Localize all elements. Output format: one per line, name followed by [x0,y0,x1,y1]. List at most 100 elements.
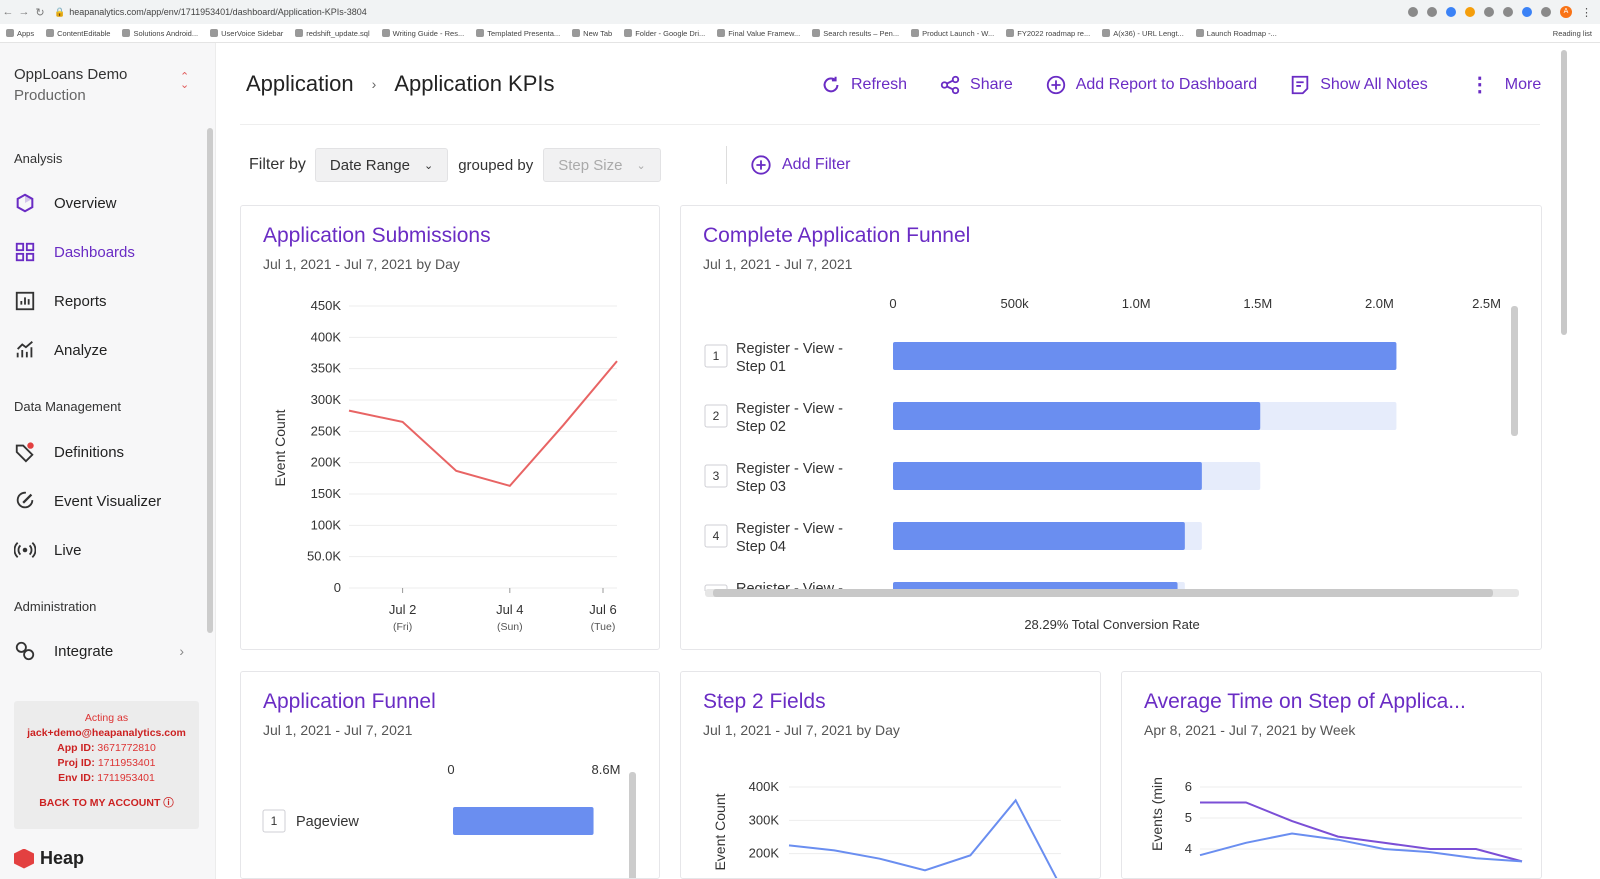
y-axis-label: Event Count [272,409,288,486]
card-step2-fields: Step 2 Fields Jul 1, 2021 - Jul 7, 2021 … [680,671,1101,879]
reload-icon[interactable]: ↻ [35,6,45,19]
bookmark-item[interactable]: Final Value Framew... [717,29,800,38]
card-title[interactable]: Application Submissions [263,224,491,247]
heap-logo-text: Heap [40,848,85,868]
show-notes-button[interactable]: Show All Notes [1289,72,1428,97]
kebab-menu-icon[interactable]: ⋮ [1581,6,1592,19]
add-report-button[interactable]: Add Report to Dashboard [1045,72,1257,97]
address-bar[interactable]: 🔒 heapanalytics.com/app/env/1711953401/d… [54,7,367,18]
puzzle-icon[interactable] [1541,7,1551,17]
card-title[interactable]: Average Time on Step of Applica... [1144,690,1466,713]
info-icon: ⓘ [163,797,174,809]
bookmark-item[interactable]: Writing Guide - Res... [381,29,464,38]
profile-avatar[interactable]: A [1560,6,1572,18]
card-title[interactable]: Step 2 Fields [703,690,826,713]
bookmark-label: FY2022 roadmap re... [1017,28,1091,38]
y-tick-label: 400K [749,779,780,794]
bookmark-icon [572,29,581,37]
app-funnel-scrollbar[interactable] [629,772,636,878]
funnel-hscroll[interactable] [705,589,1519,597]
step-label: Register - View - [736,461,843,477]
heap-logo-icon [14,848,34,869]
extension-icon[interactable] [1484,7,1494,17]
back-icon[interactable]: ← [2,6,14,18]
step-number-box [704,464,728,488]
heap-logo[interactable]: Heap [14,848,84,869]
sidebar-item-event-visualizer[interactable]: Event Visualizer [14,490,161,512]
card-title[interactable]: Application Funnel [263,690,436,713]
bookmark-item[interactable]: A(x36) - URL Lengt... [1102,29,1184,38]
sidebar-scrollbar[interactable] [207,128,213,633]
x-tick-label: 2.5M [1472,296,1501,311]
org-environment: Production [14,87,86,104]
refresh-button[interactable]: Refresh [820,72,907,97]
date-range-dropdown[interactable]: Date Range ⌄ [314,148,449,182]
zoom-icon[interactable] [1408,7,1418,17]
org-switcher[interactable]: OppLoans Demo Production [14,66,127,104]
plus-circle-icon [751,155,771,175]
bookmark-icon [476,29,485,37]
card-title[interactable]: Complete Application Funnel [703,224,971,247]
bookmark-label: Templated Presenta... [487,28,561,38]
acting-as-panel: Acting as jack+demo@heapanalytics.com Ap… [14,701,199,829]
step-size-dropdown[interactable]: Step Size ⌄ [543,148,661,182]
bookmark-label: Launch Roadmap -... [1206,28,1277,38]
step-label: Step 01 [736,359,786,375]
step2-line-chart: 200K 300K 400K Event Count [712,779,1061,878]
sidebar-item-overview[interactable]: Overview [14,192,117,214]
org-name: OppLoans Demo [14,66,128,83]
funnel-bar [893,522,1185,550]
kebab-icon: ⋮ [1469,74,1490,96]
bookmark-item[interactable]: Apps [6,29,34,38]
step-label: Register - View - [736,521,843,537]
bookmark-label: Folder - Google Dri... [635,28,706,38]
chevron-updown-icon[interactable]: ⌃ ⌄ [180,71,190,91]
bookmark-item[interactable]: FY2022 roadmap re... [1006,29,1090,38]
extension-icon[interactable] [1465,7,1475,17]
bookmark-label: redshift_update.sql [306,28,370,38]
sidebar-item-integrate[interactable]: Integrate › [14,640,184,662]
sidebar-item-reports[interactable]: Reports [14,290,107,312]
y-tick-label: 300K [749,812,780,827]
funnel-bar [893,402,1261,430]
avg-time-line-chart: 4 5 6 Events (min [1149,777,1523,863]
extension-icon[interactable] [1522,7,1532,17]
bookmark-item[interactable]: Search results – Pen... [812,29,899,38]
back-to-account-link[interactable]: BACK TO MY ACCOUNT ⓘ [14,796,199,811]
bookmark-item[interactable]: Templated Presenta... [476,29,560,38]
bookmark-item[interactable]: ContentEditable [46,29,110,38]
card-average-time: Average Time on Step of Applica... Apr 8… [1121,671,1542,879]
bookmark-item[interactable]: Folder - Google Dri... [624,29,705,38]
header-divider [240,124,1540,125]
step-size-label: Step Size [558,156,623,174]
bookmark-item[interactable]: Solutions Android... [122,29,198,38]
share-button[interactable]: Share [939,72,1013,97]
add-filter-button[interactable]: Add Filter [750,154,850,176]
bookmark-icon [1102,29,1111,37]
more-button[interactable]: ⋮ More [1470,72,1541,97]
sidebar-item-analyze[interactable]: Analyze [14,339,107,361]
extension-icon[interactable] [1446,7,1456,17]
y-tick-label: 4 [1185,841,1192,856]
page-scrollbar[interactable] [1561,50,1567,335]
bookmark-item[interactable]: New Tab [572,29,612,38]
extension-icon[interactable] [1503,7,1513,17]
reading-list[interactable]: Reading list [1552,28,1592,38]
funnel-vscroll[interactable] [1511,306,1518,436]
forward-icon[interactable]: → [18,6,30,18]
filter-by-label: Filter by [249,156,306,173]
sidebar-item-dashboards[interactable]: Dashboards [14,241,135,263]
bookmark-item[interactable]: Product Launch - W... [911,29,994,38]
x-tick-label: 1.0M [1122,296,1151,311]
y-tick-label: 200K [749,846,780,861]
breadcrumb-parent[interactable]: Application [246,71,354,96]
sidebar-item-live[interactable]: Live [14,539,82,561]
bookmark-item[interactable]: redshift_update.sql [295,28,370,38]
star-icon[interactable] [1427,7,1437,17]
bookmark-item[interactable]: UserVoice Sidebar [210,29,283,38]
sidebar-item-label: Overview [54,194,117,212]
bookmark-icon [1006,29,1015,37]
bookmark-item[interactable]: Launch Roadmap -... [1195,28,1277,38]
sidebar-item-definitions[interactable]: Definitions [14,441,124,463]
step-number: 1 [713,349,720,363]
